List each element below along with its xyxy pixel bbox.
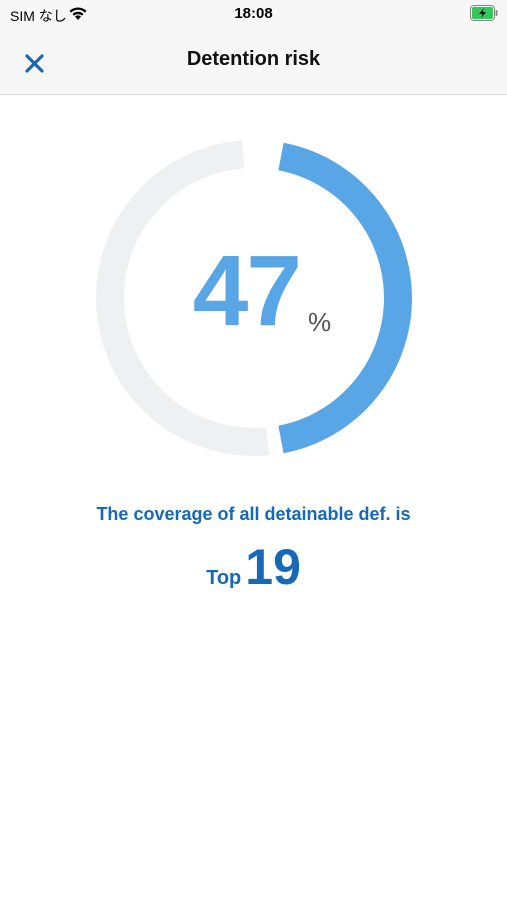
battery-charging-icon xyxy=(470,5,498,21)
risk-gauge: 47 % xyxy=(94,138,414,458)
close-button[interactable] xyxy=(20,48,50,78)
close-icon xyxy=(25,54,44,73)
gauge-fill xyxy=(278,142,412,454)
navigation-bar: Detention risk xyxy=(0,30,507,95)
coverage-description: The coverage of all detainable def. is xyxy=(96,504,411,524)
risk-percentage-value: 47 xyxy=(192,235,302,347)
coverage-rank: Top19 xyxy=(0,538,507,596)
status-bar: SIM なし 18:08 xyxy=(0,0,507,30)
rank-value: 19 xyxy=(245,539,301,595)
risk-percentage-unit: % xyxy=(308,307,332,337)
page-title: Detention risk xyxy=(186,48,321,70)
rank-prefix: Top xyxy=(206,567,242,589)
carrier-label: SIM なし xyxy=(10,8,67,24)
wifi-icon xyxy=(69,7,87,20)
gauge-ring xyxy=(95,140,412,456)
gauge-track xyxy=(95,140,269,456)
status-time: 18:08 xyxy=(234,5,273,22)
